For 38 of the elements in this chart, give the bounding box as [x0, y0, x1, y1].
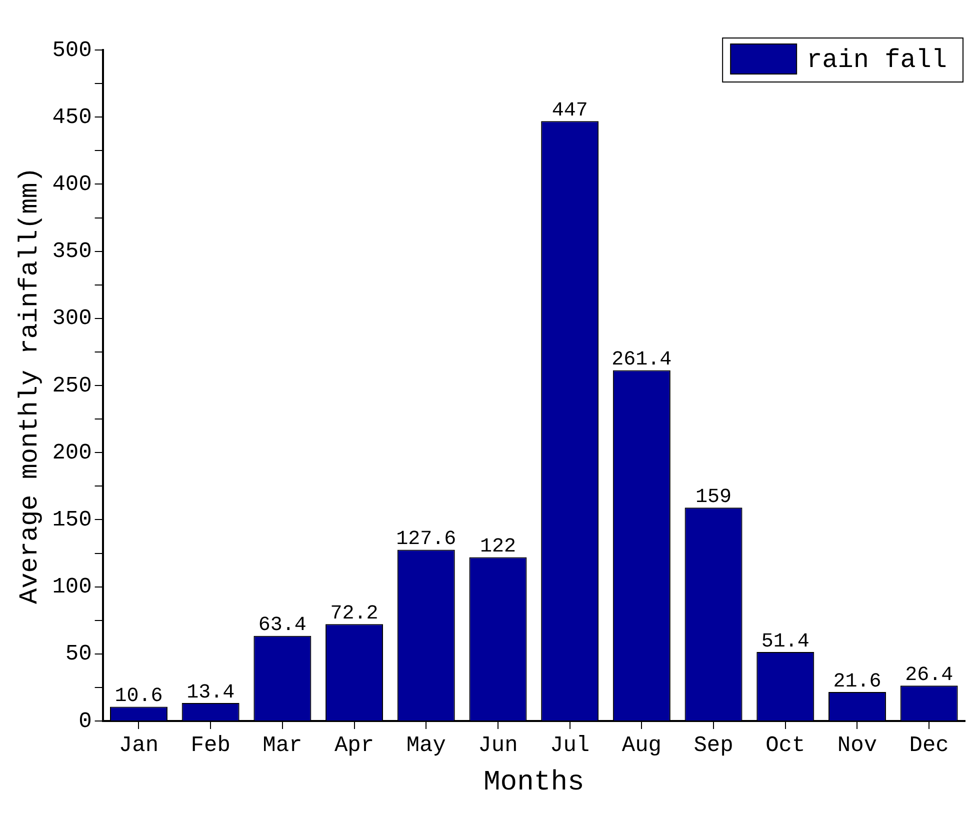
data-label: 261.4 — [612, 348, 672, 372]
y-tick-label: 100 — [52, 574, 92, 600]
x-tick-label: Apr — [334, 733, 374, 758]
y-tick-label: 150 — [52, 508, 92, 533]
data-label: 10.6 — [114, 685, 163, 708]
x-tick-label: Aug — [622, 733, 662, 758]
y-axis-title: Average monthly rainfall(mm) — [14, 167, 44, 604]
data-label: 21.6 — [833, 670, 882, 694]
x-tick-label: Dec — [909, 733, 949, 758]
x-tick-label: May — [406, 733, 446, 758]
x-tick-label: Feb — [190, 733, 230, 758]
data-label: 127.6 — [396, 528, 456, 552]
x-tick-label: Jun — [478, 733, 518, 758]
x-axis-title: Months — [483, 768, 584, 799]
y-tick-label: 450 — [52, 104, 92, 130]
x-tick-label: Sep — [694, 733, 734, 758]
data-label: 63.4 — [258, 614, 306, 638]
data-label: 447 — [552, 99, 588, 122]
y-tick-label: 250 — [52, 373, 92, 398]
data-label: 122 — [480, 536, 516, 559]
x-tick-label: Oct — [766, 733, 806, 758]
y-tick-label: 500 — [52, 38, 92, 63]
x-tick-label: Jan — [118, 733, 159, 758]
y-tick-label: 200 — [52, 440, 92, 466]
y-tick-label: 300 — [52, 306, 92, 332]
data-label: 26.4 — [905, 664, 954, 687]
y-tick-label: 350 — [52, 239, 92, 264]
data-label: 13.4 — [186, 681, 235, 704]
data-label: 72.2 — [330, 602, 378, 626]
legend-label: rain fall — [806, 44, 948, 75]
data-label: 159 — [696, 486, 732, 509]
y-tick-label: 400 — [52, 172, 92, 198]
x-tick-label: Mar — [262, 733, 302, 758]
y-tick-label: 50 — [65, 642, 92, 667]
x-tick-label: Jul — [550, 733, 590, 758]
x-tick-label: Nov — [837, 733, 878, 758]
y-tick-label: 0 — [78, 708, 92, 734]
data-label: 51.4 — [761, 630, 810, 654]
